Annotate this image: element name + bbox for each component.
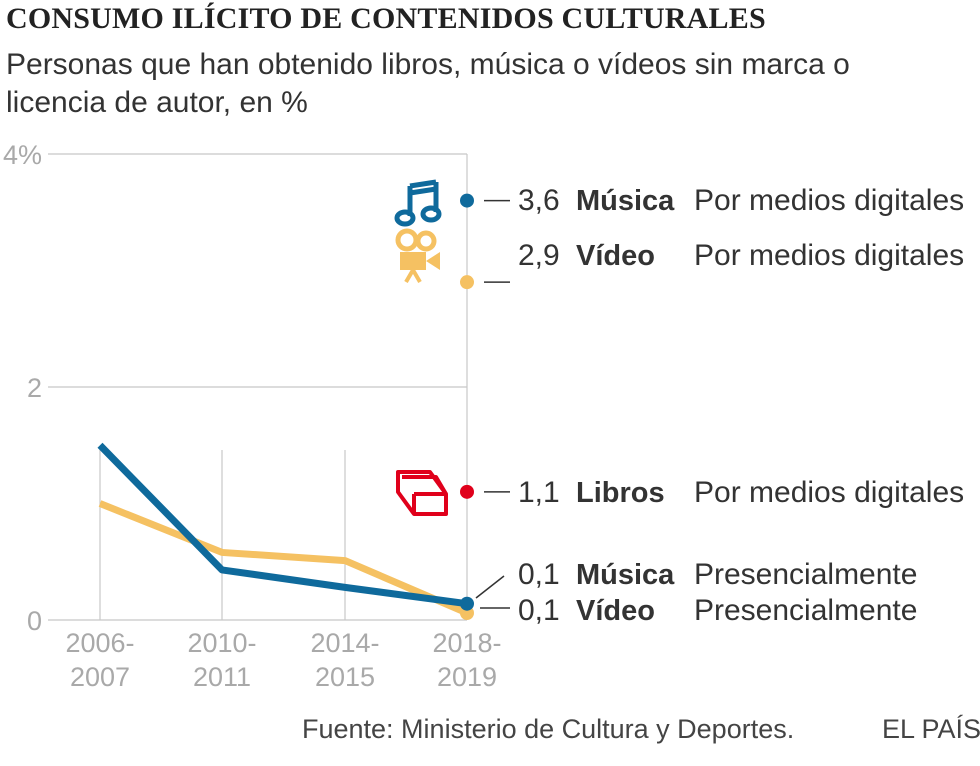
- x-tick-label: 2019: [437, 662, 497, 692]
- brand-logo-text: EL PAÍS: [882, 714, 980, 744]
- data-point: [460, 193, 474, 208]
- chart-subtitle: Personas que han obtenido libros, música…: [6, 48, 850, 119]
- x-tick-label: 2014-: [310, 628, 379, 658]
- x-tick-label: 2018-: [432, 628, 501, 658]
- category-label: Vídeo: [576, 595, 655, 627]
- category-label: Música: [576, 185, 675, 217]
- music-note-icon: [407, 179, 439, 216]
- mode-label: Por medios digitales: [694, 184, 964, 217]
- mode-label: Presencialmente: [694, 594, 917, 627]
- x-tick-label: 2011: [193, 662, 251, 692]
- data-point: [460, 275, 474, 290]
- x-tick-label: 2015: [315, 662, 375, 692]
- film-camera-icon: [395, 228, 419, 252]
- film-camera-icon: [415, 230, 437, 252]
- x-tick-label: 2007: [70, 662, 130, 692]
- chart-title: CONSUMO ILÍCITO DE CONTENIDOS CULTURALES: [6, 2, 766, 35]
- value-label: 2,9: [518, 239, 560, 272]
- film-camera-icon: [400, 252, 426, 270]
- category-label: Libros: [576, 477, 665, 509]
- book-icon: [396, 472, 448, 514]
- x-tick-label: 2006-: [65, 628, 134, 658]
- film-camera-icon: [426, 252, 440, 270]
- value-label: 3,6: [518, 184, 560, 217]
- y-tick-label: 2: [27, 373, 42, 403]
- mode-label: Por medios digitales: [694, 476, 964, 509]
- mode-label: Presencialmente: [694, 558, 917, 591]
- series-line-musica: [97, 442, 468, 608]
- category-label: Música: [576, 559, 675, 591]
- series-line-video: [98, 500, 469, 617]
- data-point: [460, 484, 474, 499]
- value-label: 0,1: [518, 558, 560, 591]
- data-point: [460, 596, 474, 611]
- music-note-icon: [394, 209, 416, 227]
- category-label: Vídeo: [576, 240, 655, 272]
- y-tick-label: 4%: [3, 140, 42, 170]
- music-note-icon: [420, 205, 442, 223]
- source-note: Fuente: Ministerio de Cultura y Deportes…: [302, 714, 795, 744]
- y-tick-label: 0: [27, 606, 42, 636]
- value-label: 0,1: [518, 594, 560, 627]
- film-camera-icon: [404, 266, 422, 284]
- mode-label: Por medios digitales: [694, 239, 964, 272]
- value-label: 1,1: [518, 476, 560, 509]
- x-tick-label: 2010-: [187, 628, 256, 658]
- leader-line: [475, 575, 505, 599]
